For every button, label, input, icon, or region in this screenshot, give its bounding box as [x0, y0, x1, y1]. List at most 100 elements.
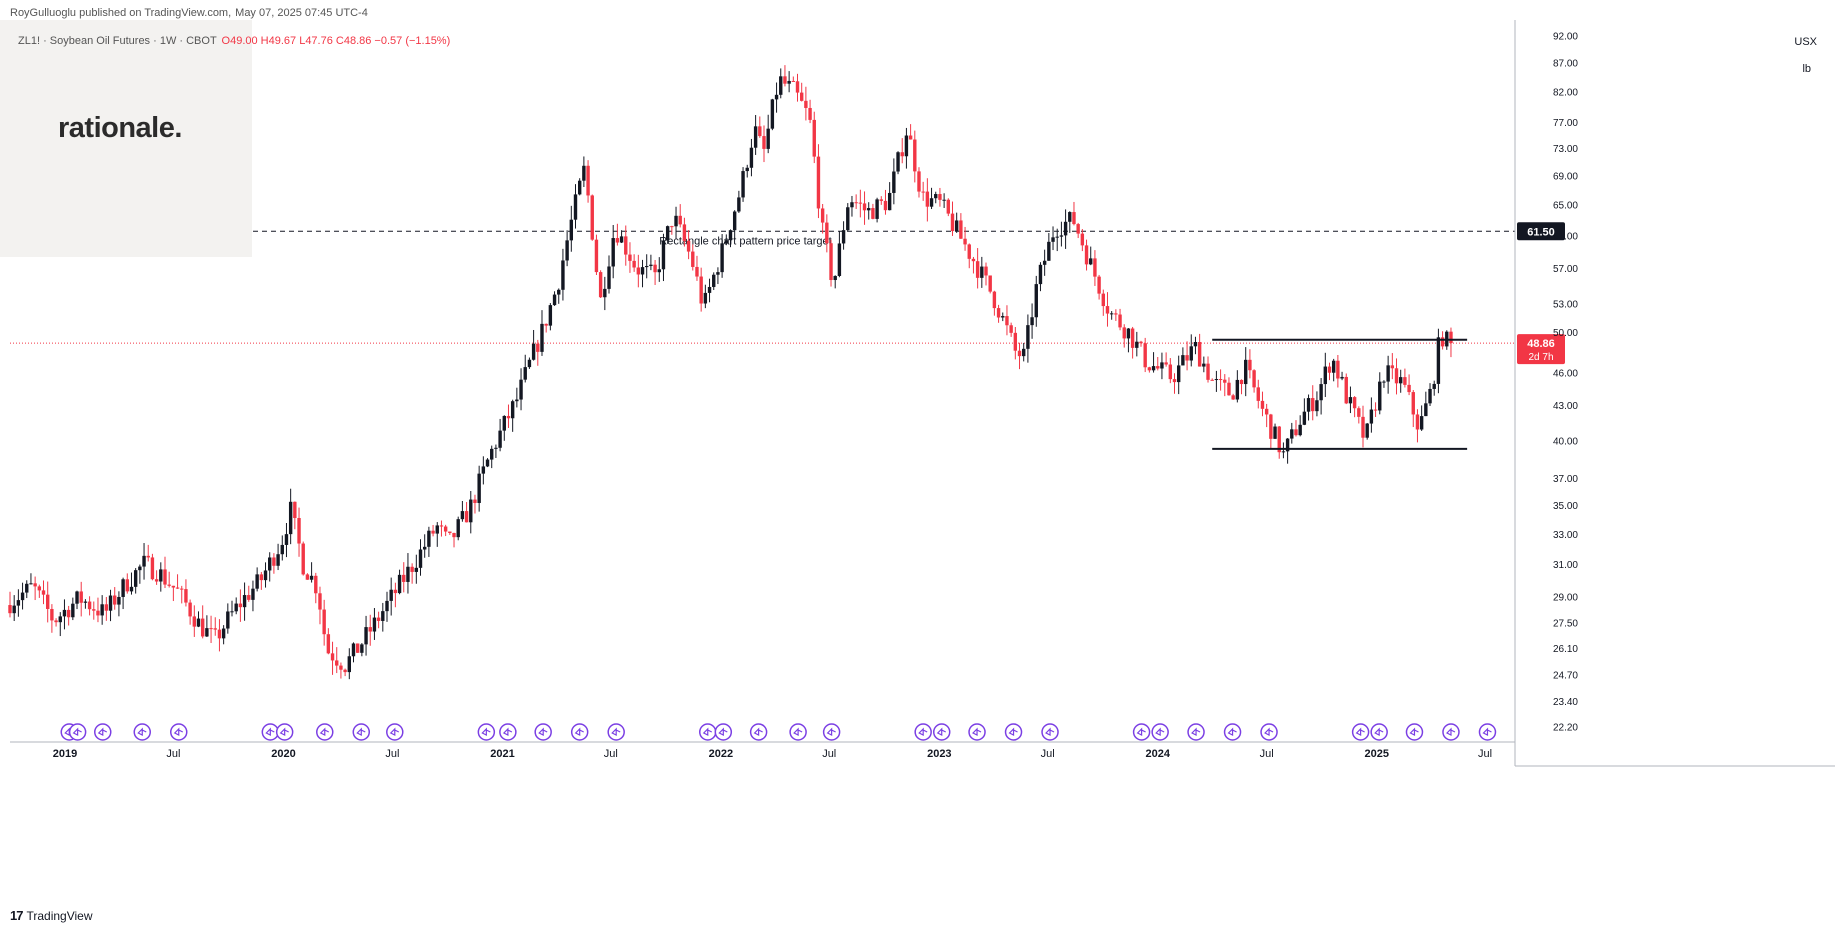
candle-body — [293, 501, 297, 519]
event-marker-icon[interactable] — [698, 723, 717, 741]
candle-body — [12, 605, 16, 614]
event-marker-icon[interactable] — [68, 723, 87, 741]
event-marker-glyph — [1409, 727, 1419, 736]
event-marker-icon[interactable] — [352, 723, 371, 741]
candle-body — [117, 596, 121, 605]
unit-label[interactable]: lb — [1802, 63, 1811, 75]
candle-body — [406, 566, 410, 582]
candle-body — [536, 343, 540, 352]
symbol-name[interactable]: ZL1! · Soybean Oil Futures · 1W · CBOT — [18, 35, 217, 47]
candle-body — [62, 609, 67, 617]
event-marker-icon[interactable] — [1151, 723, 1169, 741]
candle-body — [569, 219, 574, 241]
tradingview-footer[interactable]: 17 TradingView — [10, 908, 93, 923]
candle-body — [469, 499, 473, 523]
event-marker-icon[interactable] — [789, 723, 807, 741]
candle-body — [360, 644, 364, 653]
candle-body — [1130, 328, 1135, 348]
event-marker-icon[interactable] — [94, 723, 112, 741]
event-marker-icon[interactable] — [1187, 723, 1205, 741]
event-marker-icon[interactable] — [1478, 723, 1497, 741]
event-marker-icon[interactable] — [499, 723, 517, 741]
y-tick-label: 46.00 — [1553, 368, 1578, 379]
event-marker-icon[interactable] — [968, 723, 986, 741]
event-marker-icon[interactable] — [749, 723, 768, 741]
candle-body — [900, 152, 904, 157]
candle-body — [1160, 362, 1164, 369]
candle-body — [1051, 237, 1055, 242]
event-marker-icon[interactable] — [1351, 723, 1370, 741]
candle-body — [1411, 392, 1415, 415]
event-marker-icon[interactable] — [1260, 723, 1278, 741]
candle-body — [473, 499, 477, 503]
event-marker-icon[interactable] — [534, 723, 552, 741]
candle-body — [330, 653, 335, 661]
event-marker-icon[interactable] — [386, 723, 404, 741]
candle-body — [1344, 376, 1348, 404]
event-marker-icon[interactable] — [261, 723, 280, 741]
candle-body — [862, 203, 867, 211]
candle-body — [418, 549, 423, 568]
candle-body — [1017, 350, 1022, 357]
candle-body — [1403, 377, 1407, 385]
candle-body — [125, 579, 129, 592]
event-marker-icon[interactable] — [275, 723, 294, 741]
event-marker-icon[interactable] — [1004, 723, 1023, 741]
price-target-badge-label: 61.50 — [1527, 226, 1555, 238]
event-marker-glyph — [718, 727, 728, 736]
event-marker-icon[interactable] — [607, 723, 625, 741]
candle-body — [573, 194, 578, 220]
candle-body — [594, 239, 599, 273]
event-marker-icon[interactable] — [822, 723, 841, 741]
event-marker-icon[interactable] — [914, 723, 932, 741]
events-layer[interactable] — [60, 723, 1497, 741]
candle-body — [288, 501, 293, 535]
candle-body — [146, 555, 150, 558]
candle-body — [1394, 368, 1399, 384]
candle-body — [1352, 397, 1357, 409]
candle-body — [29, 583, 33, 585]
candle-body — [950, 213, 955, 232]
candle-body — [251, 588, 255, 600]
event-marker-icon[interactable] — [1041, 723, 1059, 741]
x-tick-label: 2020 — [271, 748, 295, 760]
event-marker-icon[interactable] — [932, 723, 951, 741]
currency-label[interactable]: USX — [1794, 36, 1817, 48]
candle-body — [653, 264, 657, 273]
candle-body — [1034, 284, 1038, 318]
event-marker-icon[interactable] — [133, 723, 151, 741]
candle-body — [1373, 409, 1378, 411]
event-marker-glyph — [918, 727, 928, 736]
event-marker-glyph — [793, 727, 803, 736]
candle-body — [624, 236, 628, 255]
candle-body — [272, 557, 276, 566]
candle-body — [1327, 366, 1332, 373]
symbol-legend[interactable]: ZL1! · Soybean Oil Futures · 1W · CBOT O… — [18, 35, 450, 47]
candle-body — [1202, 363, 1206, 367]
rectangle-pattern — [1212, 338, 1468, 450]
candle-body — [1294, 429, 1298, 436]
y-tick-label: 27.50 — [1553, 618, 1578, 629]
candle-body — [397, 574, 402, 594]
event-marker-icon[interactable] — [714, 723, 733, 741]
x-tick-label: 2025 — [1365, 748, 1389, 760]
event-marker-icon[interactable] — [1370, 723, 1388, 741]
publisher-name[interactable]: RoyGulluoglu published on TradingView.co… — [10, 7, 232, 19]
event-marker-icon[interactable] — [1223, 723, 1242, 741]
event-marker-glyph — [702, 727, 713, 736]
candle-body — [443, 526, 448, 532]
event-marker-icon[interactable] — [570, 723, 589, 741]
event-marker-glyph — [389, 727, 400, 736]
candle-body — [1281, 451, 1286, 453]
event-marker-icon[interactable] — [1442, 723, 1460, 741]
candle-body — [322, 609, 326, 635]
event-marker-icon[interactable] — [1132, 723, 1151, 741]
candle-body — [988, 275, 992, 292]
candle-body — [121, 579, 125, 597]
event-marker-icon[interactable] — [1405, 723, 1424, 741]
event-marker-icon[interactable] — [477, 723, 496, 741]
candle-body — [619, 236, 624, 243]
event-marker-icon[interactable] — [316, 723, 334, 741]
event-marker-icon[interactable] — [170, 723, 188, 741]
